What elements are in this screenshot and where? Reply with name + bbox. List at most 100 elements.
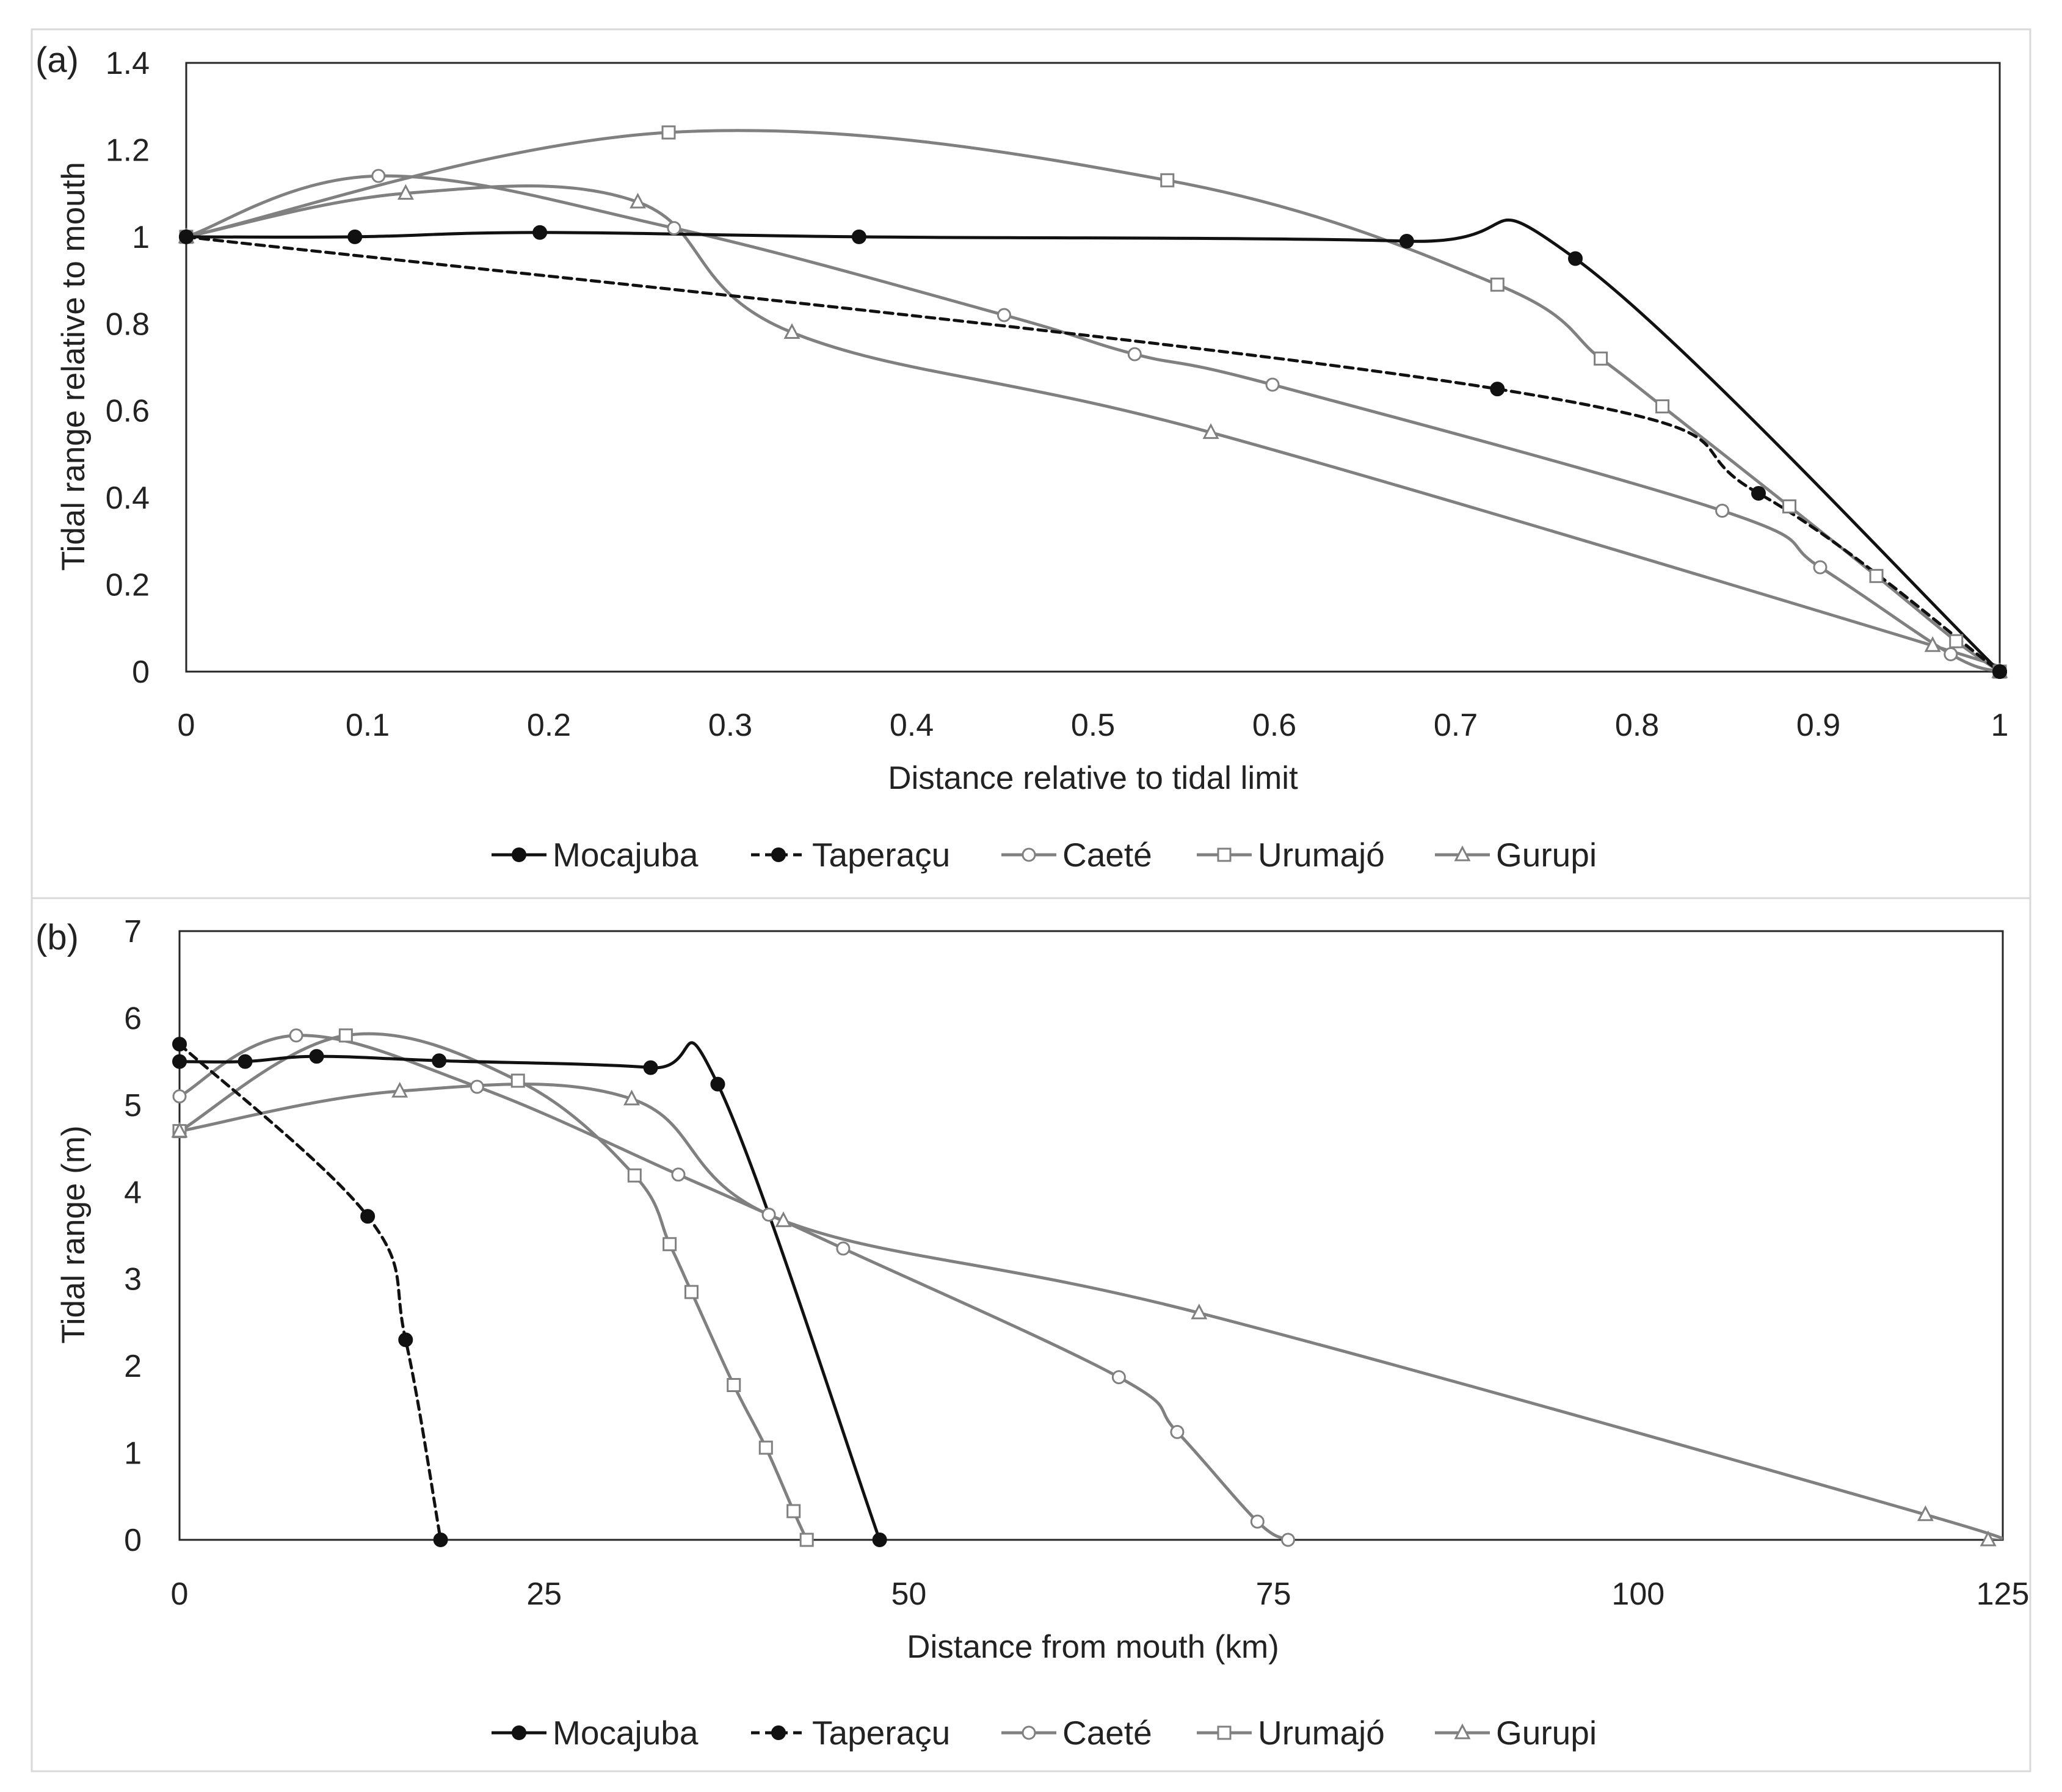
x-tick-label: 0.4 [890, 708, 934, 743]
legend-item-urumajo: Urumajó [1197, 1714, 1385, 1752]
data-point-urumajo [1655, 399, 1670, 414]
legend-label: Gurupi [1496, 836, 1597, 874]
data-point-taperacu [1490, 382, 1505, 397]
legend-marker [512, 847, 526, 862]
series-line-gurupi [186, 184, 2000, 672]
y-tick-label: 1 [124, 1436, 142, 1471]
legend-label: Mocajuba [553, 1714, 699, 1752]
series-line-mocajuba [186, 218, 2000, 672]
legend-marker [1022, 1725, 1036, 1740]
data-point-taperacu [1751, 486, 1766, 501]
data-point-caete [1265, 377, 1280, 392]
x-tick-label: 0.2 [527, 708, 571, 743]
data-point-caete [667, 221, 681, 236]
data-point-gurupi [1980, 1530, 1997, 1547]
y-tick-label: 0.6 [106, 394, 150, 429]
y-tick-label: 6 [124, 1001, 142, 1036]
data-point-caete [1944, 647, 1958, 662]
series-line-taperacu [186, 235, 2000, 672]
data-point-caete [470, 1079, 484, 1094]
data-point-gurupi [630, 192, 647, 209]
series-line-gurupi [180, 1083, 2003, 1540]
legend-item-urumajo: Urumajó [1197, 836, 1385, 874]
legend-marker [1454, 845, 1471, 862]
data-point-gurupi [775, 1211, 792, 1227]
series-group-a [186, 129, 2000, 672]
legend-item-caete: Caeté [1001, 1714, 1152, 1752]
data-point-caete [289, 1028, 303, 1043]
x-tick-label: 50 [891, 1576, 926, 1612]
data-point-mocajuba [347, 229, 363, 244]
y-tick-label: 0.8 [106, 307, 150, 342]
data-point-urumajo [1594, 351, 1608, 366]
series-line-caete [180, 1034, 1290, 1540]
legend-label: Mocajuba [553, 836, 699, 874]
data-point-caete [1127, 347, 1142, 361]
legend-item-gurupi: Gurupi [1435, 836, 1597, 874]
chart-panel-a: (a) 0 0.2 0.4 0.6 0.8 1 1.2 1.4 0 0.1 0.2 0.3 0.4 0.… [35, 40, 2009, 874]
legend-marker [1217, 1725, 1232, 1740]
data-point-caete [1170, 1424, 1185, 1439]
data-point-gurupi [1202, 423, 1219, 439]
data-point-taperacu [433, 1533, 448, 1547]
legend-marker [1217, 847, 1232, 862]
data-point-gurupi [1191, 1304, 1208, 1319]
x-tick-label: 0.3 [708, 708, 752, 743]
y-tick-label: 2 [124, 1349, 142, 1384]
legend-marker [1022, 847, 1036, 862]
data-point-mocajuba [179, 229, 194, 244]
data-point-caete [836, 1241, 851, 1256]
y-tick-label: 0 [124, 1523, 142, 1558]
data-point-caete [172, 1089, 187, 1104]
data-point-mocajuba [309, 1049, 324, 1064]
x-tick-label: 0.8 [1615, 708, 1659, 743]
legend-label: Caeté [1062, 836, 1152, 874]
data-point-urumajo [663, 1237, 677, 1252]
legend-marker [771, 847, 786, 862]
data-point-mocajuba [643, 1060, 658, 1075]
plot-area-a [185, 62, 2001, 673]
plot-area-b [178, 930, 2004, 1541]
legend-label: Taperaçu [812, 1714, 950, 1752]
data-point-gurupi [397, 184, 414, 200]
data-point-gurupi [171, 1122, 188, 1138]
legend-item-caete: Caeté [1001, 836, 1152, 874]
data-point-taperacu [360, 1209, 376, 1224]
data-point-caete [1250, 1514, 1265, 1529]
legend-label: Taperaçu [812, 836, 950, 874]
data-point-urumajo [799, 1533, 814, 1547]
data-point-gurupi [391, 1081, 408, 1098]
series-line-taperacu [180, 1042, 443, 1540]
y-axis-label-a: Tidal range relative to mouth [56, 162, 92, 571]
legend-item-taperacu: Taperaçu [751, 836, 950, 874]
data-point-caete [371, 169, 386, 183]
y-tick-label: 1.2 [106, 132, 150, 168]
x-tick-label: 0.7 [1434, 708, 1478, 743]
data-point-urumajo [1949, 634, 1964, 648]
legend-marker [1454, 1723, 1471, 1739]
data-point-urumajo [684, 1285, 699, 1299]
data-point-mocajuba [1568, 251, 1583, 266]
legend-marker [512, 1725, 526, 1740]
panel-b-label: (b) [35, 918, 79, 957]
y-axis-label-b: Tidal range (m) [56, 1125, 92, 1343]
x-tick-label: 0.6 [1252, 708, 1296, 743]
panel-b-frame [31, 897, 2031, 1772]
x-tick-labels-a: 0 0.1 0.2 0.3 0.4 0.5 0.6 0.7 0.8 0.9 1 [178, 708, 2009, 743]
data-point-caete [1715, 504, 1730, 518]
legend-label: Urumajó [1258, 1714, 1385, 1752]
x-tick-label: 125 [1977, 1576, 2030, 1612]
legend-label: Gurupi [1496, 1714, 1597, 1752]
data-point-taperacu [398, 1332, 413, 1348]
x-tick-label: 75 [1256, 1576, 1291, 1612]
y-tick-label: 1 [132, 220, 150, 255]
data-point-caete [997, 308, 1011, 322]
data-point-urumajo [1160, 173, 1175, 187]
legend-marker [771, 1725, 786, 1740]
y-tick-label: 3 [124, 1262, 142, 1297]
x-tick-label: 0.9 [1796, 708, 1840, 743]
x-tick-label: 1 [1991, 708, 2009, 743]
data-point-caete [1813, 560, 1828, 575]
data-point-mocajuba [710, 1076, 725, 1092]
x-tick-label: 0.1 [346, 708, 390, 743]
